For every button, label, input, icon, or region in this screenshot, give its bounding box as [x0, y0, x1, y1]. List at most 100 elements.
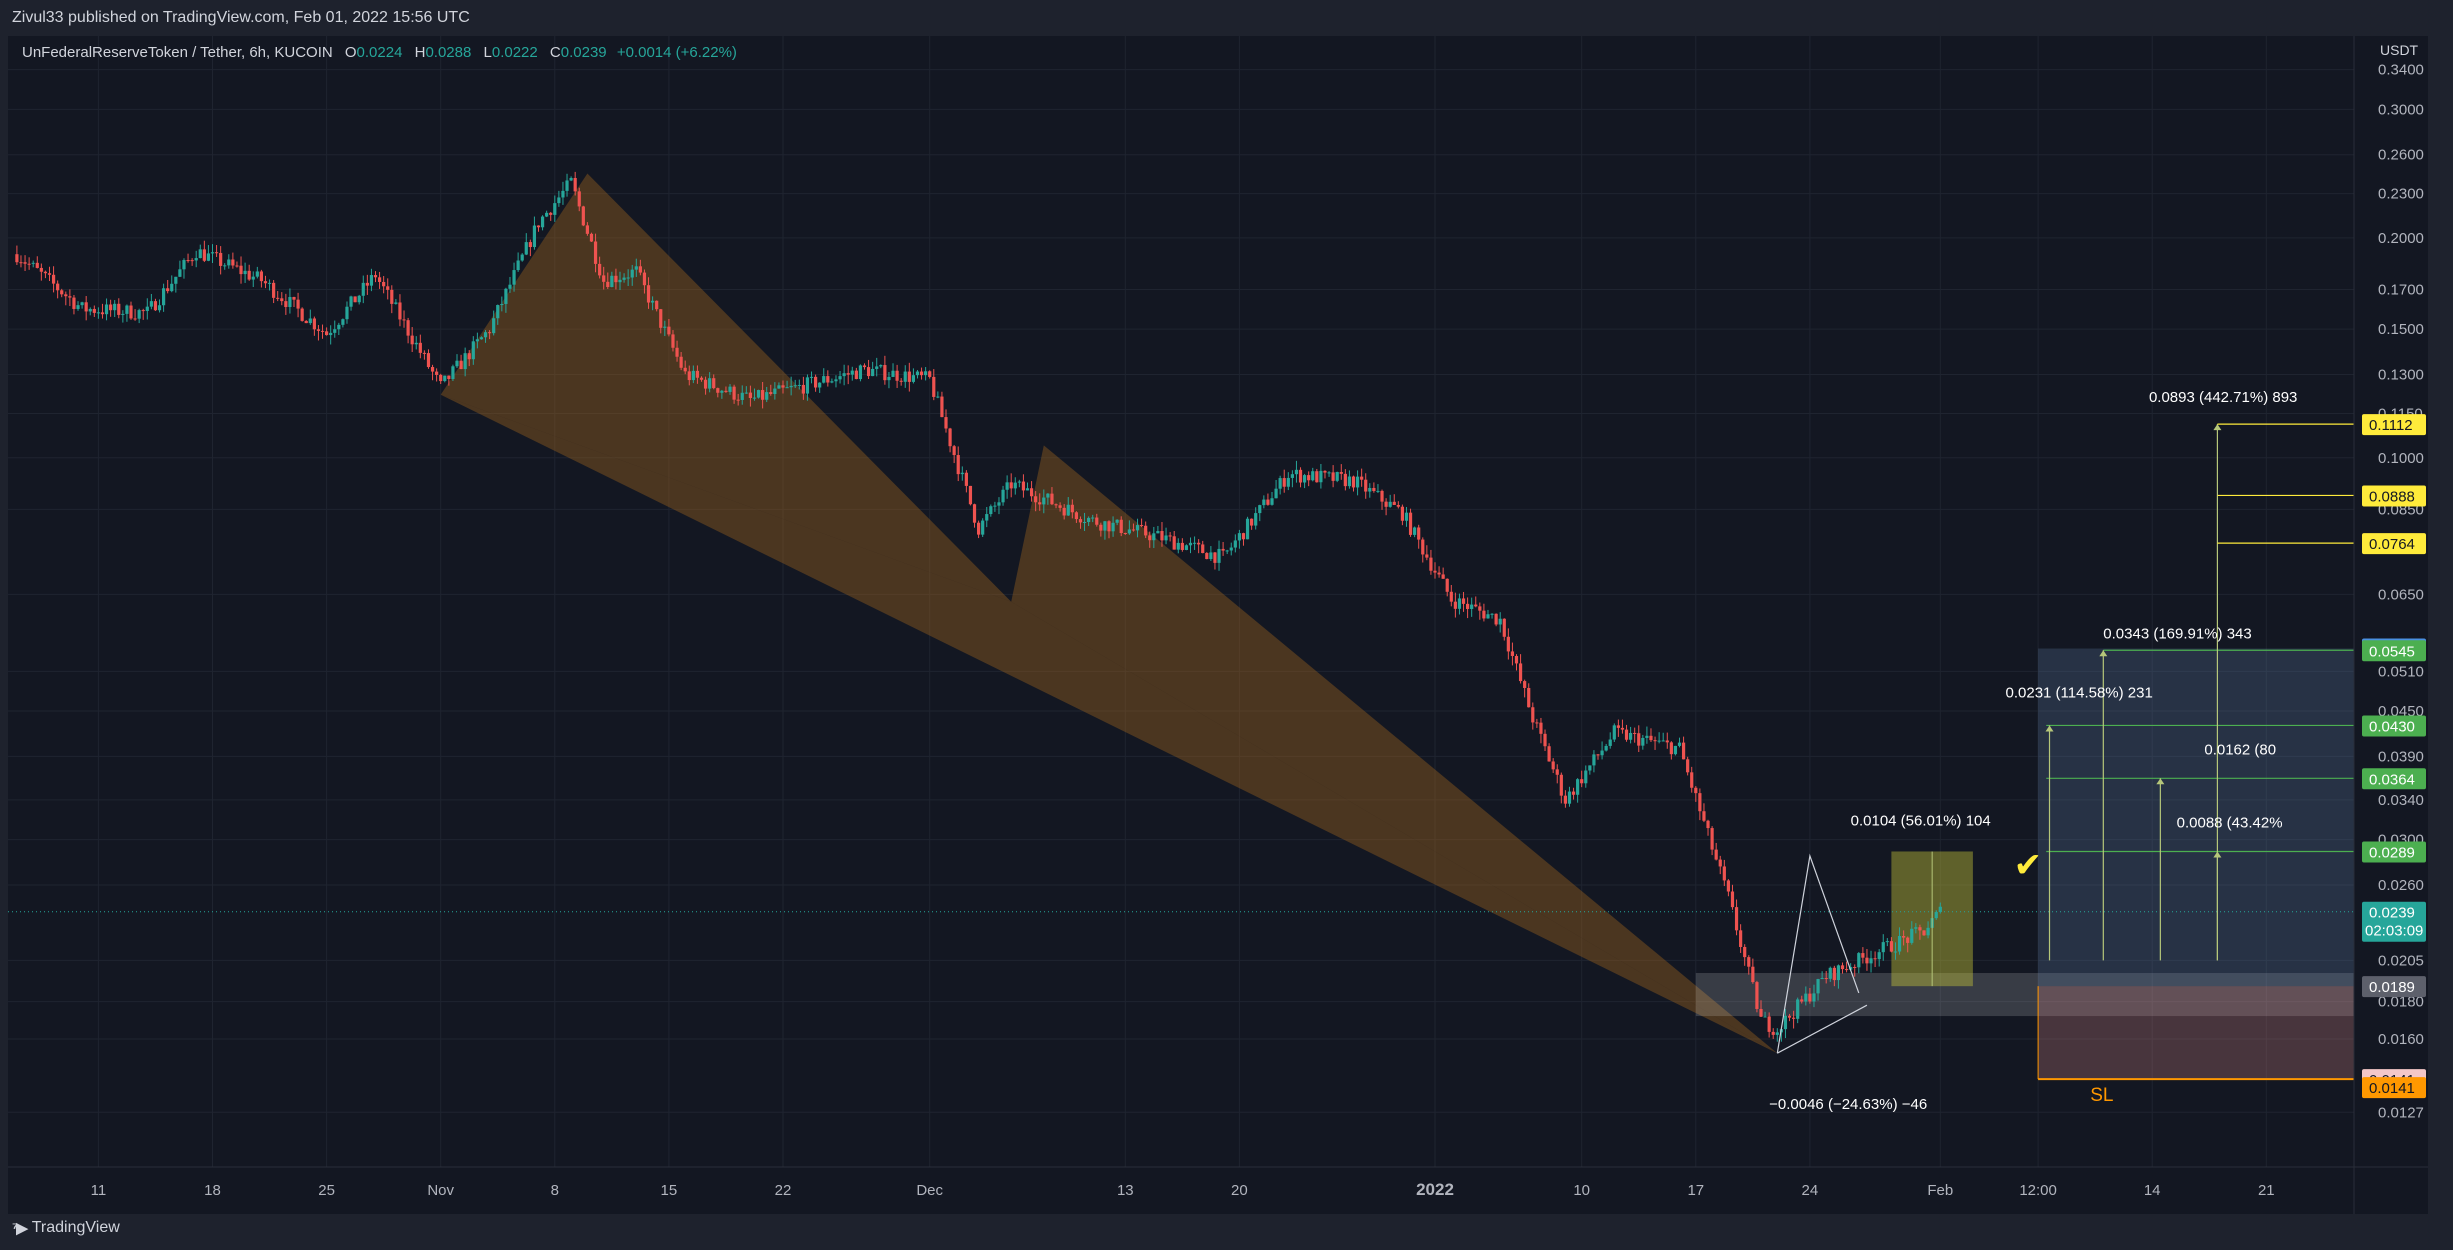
candle-body: [1514, 655, 1519, 664]
x-tick-label: Nov: [427, 1182, 454, 1199]
candle-body: [1351, 476, 1356, 488]
candle-body: [1482, 610, 1486, 619]
candle-body: [496, 305, 500, 319]
annotation-target-4: 0.0162 (80: [2204, 741, 2276, 758]
candle-body: [504, 288, 508, 304]
candle-body: [1759, 1008, 1763, 1017]
candle-body: [1221, 548, 1225, 551]
candle-body: [1498, 618, 1502, 625]
candle-body: [1184, 545, 1189, 550]
axes: 0.3400 0.3000 0.2600 0.2300 0.2000 0.1700 0.15…: [8, 36, 2428, 1214]
candle-body: [1893, 951, 1898, 953]
currency-box: [2376, 40, 2416, 60]
candle-body: [1046, 493, 1050, 498]
candle-body: [27, 263, 31, 265]
candle-body: [276, 297, 280, 299]
high-value: 0.0288: [425, 44, 472, 61]
candle-body: [488, 332, 492, 334]
candle-body: [1576, 779, 1580, 795]
candle-body: [1616, 725, 1620, 728]
candle-body: [1009, 482, 1013, 489]
candle-body: [887, 376, 891, 381]
candle-body: [602, 275, 606, 282]
candle-body: [1600, 750, 1604, 756]
candle-body: [1885, 941, 1889, 943]
candle-body: [1661, 740, 1665, 742]
candle-body: [1804, 993, 1808, 1002]
candle-body: [1580, 779, 1584, 784]
candle-body: [1486, 614, 1490, 619]
close-value: 0.0239: [560, 44, 607, 61]
candle-body: [842, 373, 846, 377]
candle-body: [178, 269, 182, 277]
candle-body: [777, 385, 781, 389]
candle-body: [15, 254, 19, 263]
x-tick-label: 21: [2258, 1182, 2275, 1199]
candle-body: [414, 342, 418, 345]
price-tag: [2362, 841, 2426, 863]
x-tick-label: 22: [775, 1182, 792, 1199]
candle-body: [1233, 540, 1237, 548]
price-chart[interactable]: 0.0893 (442.71%) 893 0.0343 (169.91%) 343…: [8, 36, 2428, 1214]
price-tag: [2362, 976, 2426, 998]
candle-body: [1730, 891, 1735, 908]
candle-body: [121, 313, 125, 315]
candle-body: [691, 370, 695, 381]
chart-pane[interactable]: 0.0893 (442.71%) 893 0.0343 (169.91%) 343…: [8, 36, 2428, 1214]
candle-body: [1323, 470, 1327, 473]
candle-body: [850, 370, 854, 375]
candle-body: [1241, 533, 1246, 540]
candle-body: [968, 485, 973, 505]
candle-body: [337, 324, 341, 330]
candle-body: [1225, 550, 1229, 552]
candle-body: [373, 275, 378, 278]
candle-body: [858, 365, 863, 380]
y-tick-label: 0.2300: [2378, 186, 2424, 203]
candle-body: [1527, 687, 1531, 708]
candle-body: [875, 366, 879, 369]
y-tick-label: 0.1500: [2378, 321, 2424, 338]
publish-info: Zivul33 published on TradingView.com, Fe…: [12, 9, 470, 26]
price-tag: [2362, 768, 2426, 790]
candle-body: [1201, 544, 1205, 554]
candle-body: [569, 177, 573, 181]
candle-body: [1294, 469, 1299, 475]
x-tick-label: Feb: [1927, 1182, 1953, 1199]
candle-body: [231, 259, 235, 266]
candle-body: [557, 197, 561, 204]
candle-body: [145, 306, 149, 311]
candle-body: [1421, 539, 1425, 555]
candle-body: [1897, 935, 1902, 952]
candle-body: [1918, 927, 1922, 931]
candle-body: [989, 506, 993, 515]
candle-body: [1001, 489, 1005, 503]
candle-body: [329, 332, 333, 336]
candle-body: [1747, 957, 1751, 967]
candle-body: [194, 258, 198, 261]
candle-body: [88, 308, 92, 312]
candle-body: [740, 392, 744, 400]
candle-body: [141, 310, 145, 312]
candle-body: [1082, 521, 1087, 523]
candle-body: [1298, 469, 1303, 483]
candle-body: [667, 326, 671, 335]
candle-body: [1408, 512, 1413, 535]
candle-body: [626, 277, 630, 279]
candle-body: [1021, 481, 1026, 491]
candle-body: [1633, 732, 1637, 734]
candle-body: [1140, 525, 1144, 527]
candle-body: [1364, 479, 1368, 492]
y-tick-label: 0.0650: [2378, 586, 2424, 603]
candle-body: [679, 356, 683, 368]
brand[interactable]: ⁷▶ TradingView: [12, 1219, 120, 1237]
candle-body: [1470, 604, 1474, 609]
y-tick-label: 0.0127: [2378, 1104, 2424, 1121]
candle-body: [1535, 722, 1539, 724]
candle-body: [1690, 772, 1694, 788]
candle-body: [345, 306, 349, 320]
candle-body: [1873, 958, 1877, 960]
candle-body: [1502, 618, 1506, 637]
drawing-overlays: [8, 173, 2354, 1081]
candle-body: [430, 367, 435, 372]
candle-body: [891, 370, 895, 377]
